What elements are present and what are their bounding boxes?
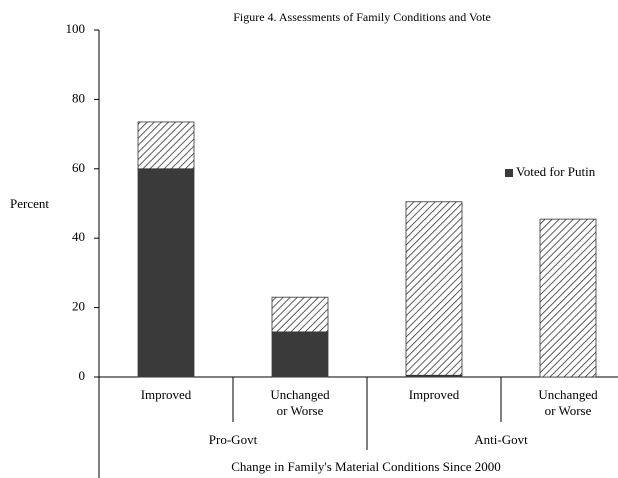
bar-segment [405, 201, 463, 376]
bar-segment [137, 121, 195, 170]
bar-segment [539, 218, 597, 378]
bar-segment [271, 296, 329, 333]
legend-label: Voted for Putin [516, 164, 596, 179]
x-tick-label: or Worse [277, 403, 324, 418]
x-tick-label: or Worse [545, 403, 592, 418]
x-tick-label: Unchanged [270, 387, 330, 402]
bar-segment [271, 331, 329, 378]
y-axis-label: Percent [10, 196, 49, 211]
group-label: Pro-Govt [209, 432, 258, 447]
bar-segment [137, 168, 195, 378]
legend-swatch [505, 169, 513, 177]
chart-title: Figure 4. Assessments of Family Conditio… [233, 10, 491, 24]
x-tick-label: Improved [409, 387, 460, 402]
y-tick-label: 40 [72, 229, 85, 244]
group-label: Anti-Govt [474, 432, 528, 447]
y-tick-label: 60 [72, 160, 85, 175]
x-tick-label: Improved [141, 387, 192, 402]
y-tick-label: 20 [72, 299, 85, 314]
y-tick-label: 100 [66, 21, 86, 36]
x-tick-label: Unchanged [538, 387, 598, 402]
y-tick-label: 80 [72, 90, 85, 105]
x-axis-label: Change in Family's Material Conditions S… [231, 459, 501, 474]
y-tick-label: 0 [79, 368, 86, 383]
